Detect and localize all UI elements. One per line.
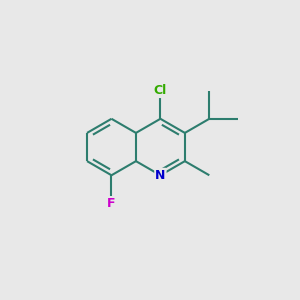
Text: F: F [107, 197, 116, 210]
Text: Cl: Cl [154, 84, 167, 97]
Text: N: N [155, 169, 166, 182]
